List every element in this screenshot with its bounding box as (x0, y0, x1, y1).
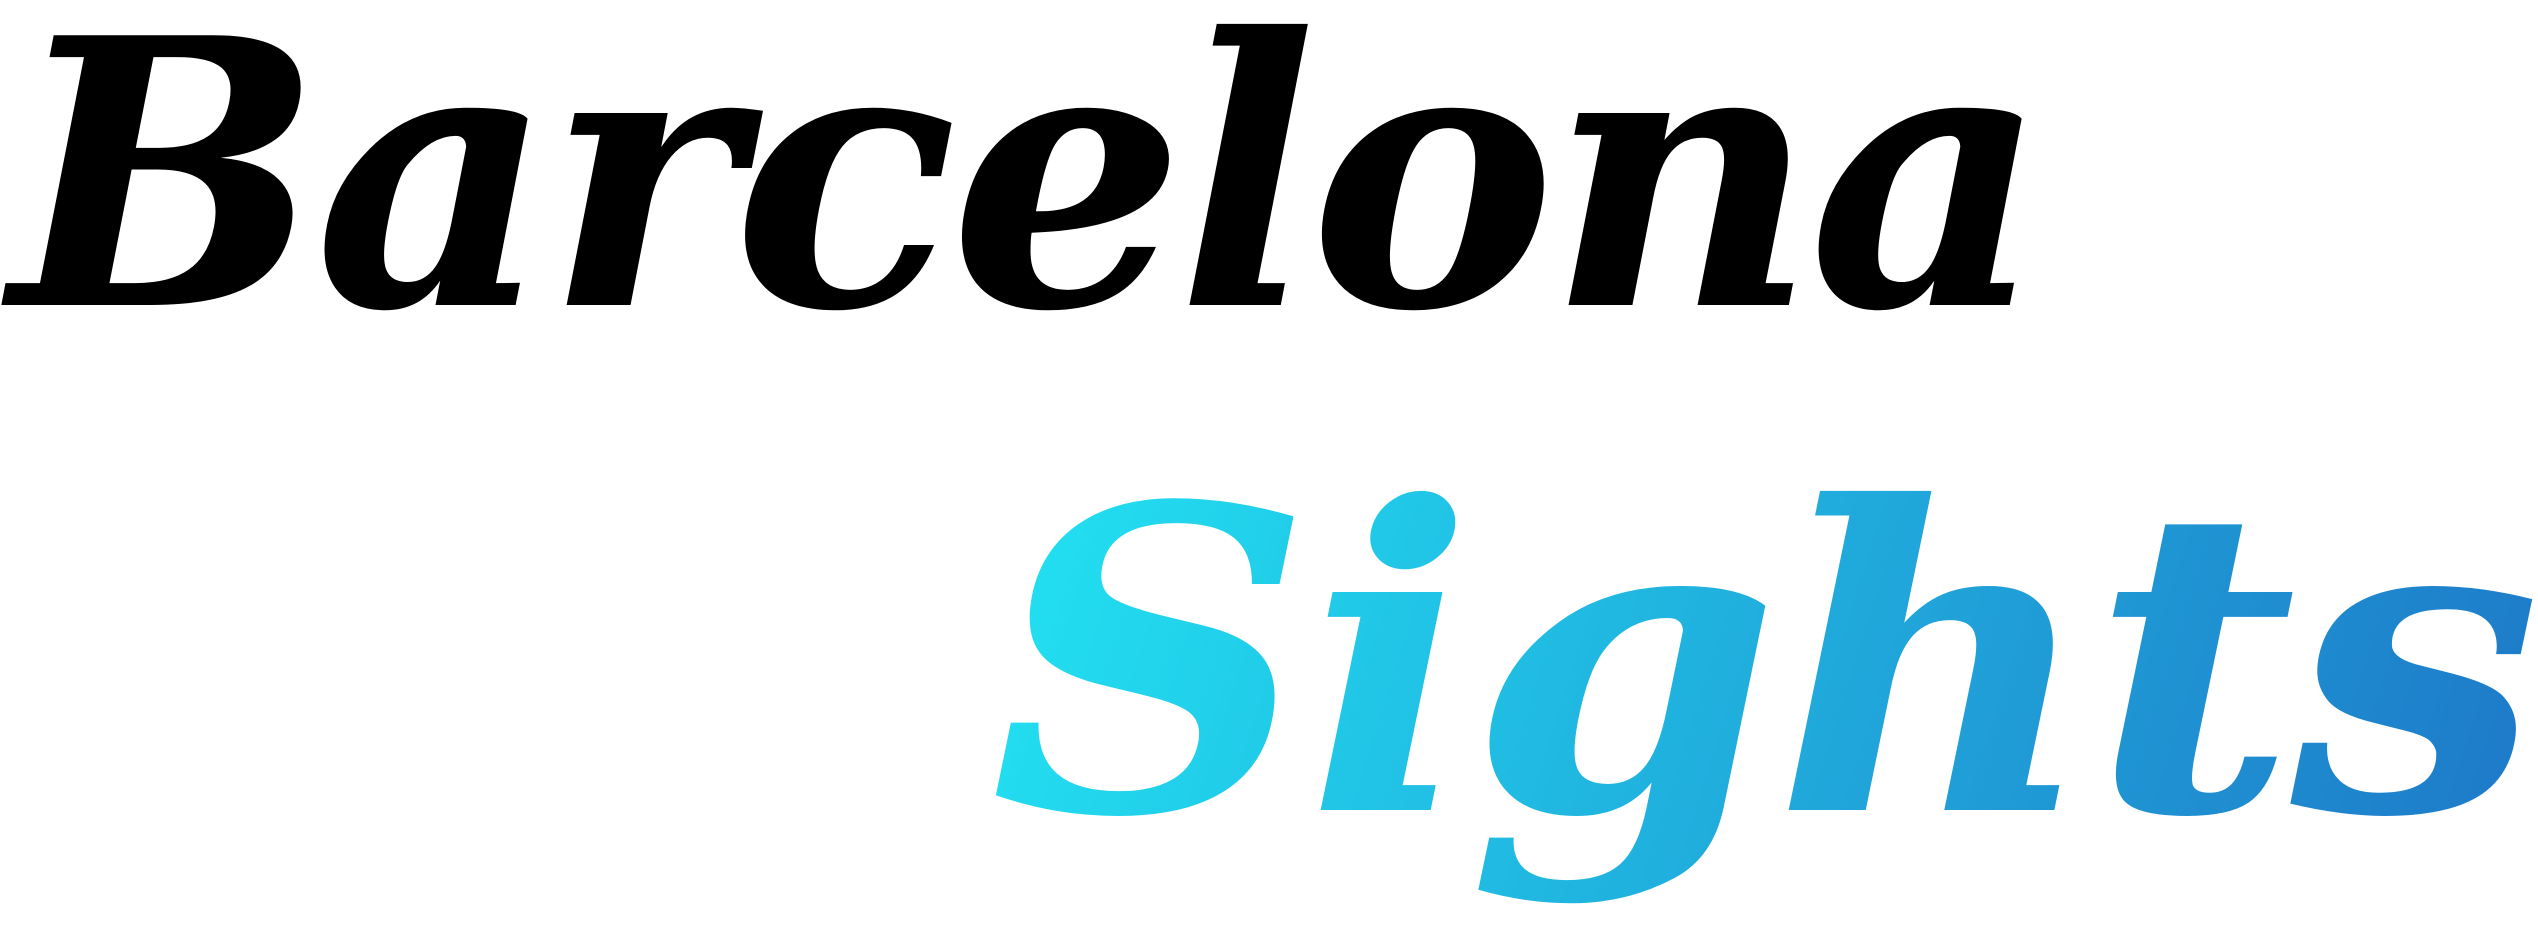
logo-line-1-text: Barcelona (0, 0, 2040, 393)
logo-line-2-text: Sights (990, 417, 2535, 910)
